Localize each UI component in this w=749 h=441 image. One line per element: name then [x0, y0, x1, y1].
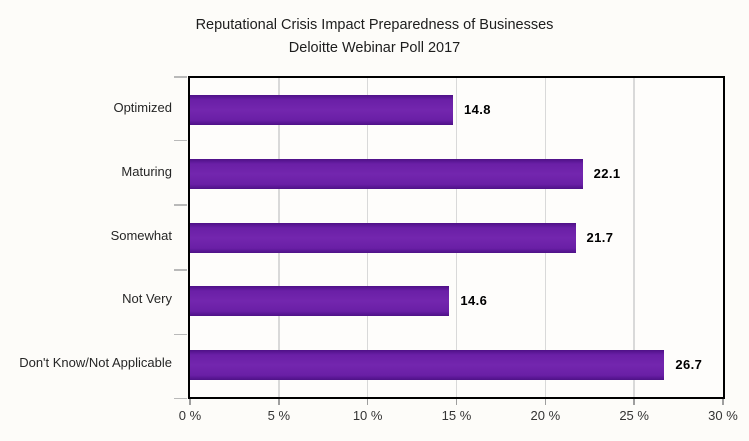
chart-subtitle: Deloitte Webinar Poll 2017	[288, 40, 461, 56]
x-tick-label: 10 %	[352, 408, 383, 423]
y-tick	[174, 76, 187, 78]
y-axis-category-labels: Optimized Maturing Somewhat Not Very Don't K…	[0, 76, 172, 399]
x-tick-label: 15 %	[441, 408, 472, 423]
x-axis: 0 % 5 % 10 % 15 % 20 % 25 % 30 %	[179, 399, 738, 435]
bar	[190, 222, 576, 253]
bar-value-label: 26.7	[675, 357, 703, 373]
y-tick	[174, 269, 187, 271]
x-tick	[366, 399, 369, 405]
x-tick-label: 30 %	[708, 408, 738, 423]
bar	[190, 94, 453, 125]
chart-title: Reputational Crisis Impact Preparedness …	[195, 17, 554, 33]
category-label: Optimized	[113, 99, 172, 115]
x-tick	[455, 399, 458, 405]
bar-value-label: 14.8	[463, 101, 491, 117]
x-tick	[278, 399, 280, 405]
x-tick	[722, 399, 724, 405]
bar-value-label: 21.7	[586, 229, 614, 245]
plot-area: 14.8 22.1 21.7 14.6 26.7	[188, 76, 725, 399]
y-tick	[174, 139, 187, 142]
bar	[190, 286, 450, 317]
y-axis-ticks	[174, 76, 187, 399]
bar-value-label: 22.1	[593, 165, 621, 181]
x-tick	[633, 399, 635, 405]
x-tick-label: 0 %	[178, 408, 202, 423]
x-tick	[189, 399, 191, 405]
bar-value-label: 14.6	[460, 293, 488, 309]
y-tick	[174, 333, 187, 336]
x-tick-label: 20 %	[530, 408, 561, 423]
y-tick	[174, 397, 187, 399]
gridline	[633, 78, 635, 397]
y-tick	[174, 204, 187, 206]
category-label: Maturing	[121, 163, 172, 179]
chart-title-block: Reputational Crisis Impact Preparedness …	[0, 14, 749, 60]
x-tick-label: 25 %	[619, 408, 649, 423]
x-tick	[544, 399, 547, 405]
category-label: Somewhat	[110, 227, 172, 243]
category-label: Don't Know/Not Applicable	[19, 355, 172, 371]
bar	[190, 350, 665, 381]
category-label: Not Very	[122, 291, 172, 307]
x-tick-label: 5 %	[267, 408, 291, 423]
bar	[190, 158, 583, 189]
